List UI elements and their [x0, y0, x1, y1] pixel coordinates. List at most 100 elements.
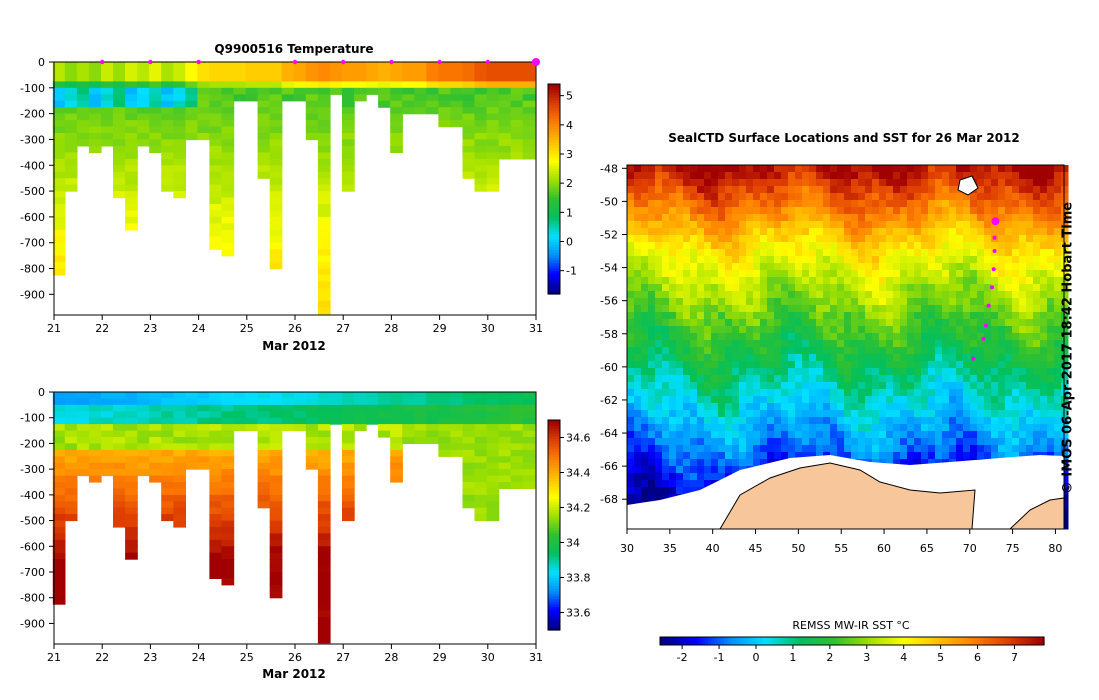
salinity-cell [390, 392, 403, 399]
sst-cell [627, 214, 635, 222]
sst-cell [718, 403, 726, 411]
sst-cell [767, 214, 775, 222]
sst-cell [956, 291, 964, 299]
sst-cell [844, 263, 852, 271]
sst-cell [697, 284, 705, 292]
salinity-y-tick-label: -700 [20, 566, 45, 579]
sst-cell [921, 361, 929, 369]
sst-cell [767, 242, 775, 250]
sst-cell [907, 270, 915, 278]
salinity-cell [137, 469, 150, 477]
sst-cell [662, 193, 670, 201]
temperature-cell [438, 81, 452, 89]
sst-cell [907, 172, 915, 180]
temperature-cell [329, 62, 343, 70]
sst-cell [1040, 333, 1048, 341]
sst-cell [837, 179, 845, 187]
salinity-colorbar-segment [548, 588, 560, 592]
sst-cell [1040, 382, 1048, 390]
salinity-cell [137, 404, 150, 412]
sst-cell [872, 403, 880, 411]
sst-cell [655, 193, 663, 201]
sst-cell [872, 235, 880, 243]
sst-cell [753, 333, 761, 341]
sst-colorbar-segment [663, 637, 667, 645]
sst-cell [1012, 382, 1020, 390]
sst-cell [704, 172, 712, 180]
sst-cell [1061, 242, 1069, 250]
salinity-cell [221, 456, 235, 464]
salinity-cell [257, 437, 271, 444]
sst-cell [1012, 403, 1020, 411]
temperature-cell [76, 62, 90, 70]
sst-cell [893, 291, 901, 299]
sst-cell [998, 431, 1006, 439]
sst-cell [662, 487, 670, 495]
sst-cell [1047, 326, 1055, 334]
sst-cell [1005, 340, 1013, 348]
temperature-cell [462, 145, 476, 153]
salinity-colorbar-segment [548, 517, 560, 521]
sst-cell [697, 214, 705, 222]
sst-cell [634, 221, 642, 229]
sst-cell [795, 263, 803, 271]
sst-cell [956, 200, 964, 208]
sst-colorbar-segment [762, 637, 767, 645]
sst-cell [809, 284, 817, 292]
temperature-cell [293, 94, 307, 102]
sst-cell [627, 494, 635, 502]
sst-cell [851, 417, 859, 425]
temperature-cell [125, 81, 138, 89]
salinity-cell [474, 475, 488, 483]
sst-colorbar-segment [768, 637, 773, 645]
sst-cell [725, 221, 733, 229]
salinity-cell [113, 398, 126, 406]
salinity-cell [438, 417, 452, 425]
temperature-cell [52, 204, 66, 212]
temperature-cell [498, 145, 512, 153]
temperature-cell [462, 139, 476, 147]
sst-cell [746, 375, 754, 383]
salinity-cell [390, 443, 403, 451]
salinity-colorbar-segment [548, 569, 560, 573]
sst-cell [809, 270, 817, 278]
sst-cell [858, 235, 866, 243]
sst-colorbar-segment [800, 637, 805, 645]
sst-cell [935, 431, 943, 439]
sst-cell [921, 249, 929, 257]
sst-cell [704, 221, 712, 229]
sst-cell [1047, 340, 1055, 348]
temperature-cell [257, 126, 271, 134]
sst-cell [676, 354, 684, 362]
sst-cell [662, 333, 670, 341]
sst-cell [977, 214, 985, 222]
sst-cell [718, 228, 726, 236]
track-point [981, 336, 986, 341]
temperature-colorbar-segment [548, 259, 560, 264]
sst-cell [788, 263, 796, 271]
sst-cell [725, 263, 733, 271]
salinity-cell [378, 424, 391, 432]
salinity-cell [498, 404, 512, 412]
sst-cell [774, 284, 782, 292]
sst-cell [704, 263, 712, 271]
sst-cell [1061, 396, 1069, 404]
salinity-cell [185, 404, 198, 412]
sst-cell [928, 298, 936, 306]
sst-cell [683, 256, 691, 264]
sst-cell [1061, 214, 1069, 222]
sst-cell [725, 375, 733, 383]
temperature-cell [161, 158, 174, 166]
sst-cell [872, 186, 880, 194]
salinity-cell [257, 482, 271, 489]
sst-cell [627, 221, 635, 229]
sst-cell [830, 438, 838, 446]
sst-cell [879, 403, 887, 411]
sst-cell [760, 431, 768, 439]
sst-cell [935, 333, 943, 341]
temperature-cell [486, 171, 500, 179]
temperature-cell [414, 74, 427, 82]
salinity-cell [221, 494, 235, 502]
sst-cell [837, 242, 845, 250]
temperature-cell [209, 87, 223, 95]
